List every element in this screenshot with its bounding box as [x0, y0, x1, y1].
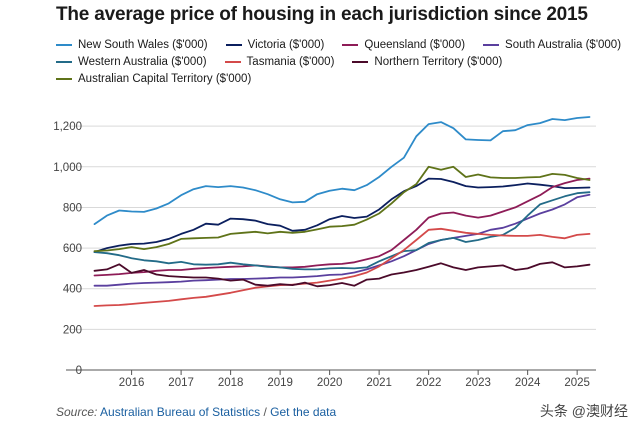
- chart-title: The average price of housing in each jur…: [56, 4, 588, 25]
- legend-item-vic: Victoria ($'000): [225, 38, 325, 51]
- legend-item-nt: Northern Territory ($'000): [352, 56, 502, 68]
- legend-label-vic: Victoria ($'000): [247, 38, 325, 51]
- legend-label-tas: Tasmania ($'000): [246, 55, 335, 68]
- legend-swatch-act: [56, 77, 72, 80]
- legend-item-sa: South Australia ($'000): [483, 39, 621, 51]
- source-label: Source:: [56, 405, 98, 419]
- legend-label-sa: South Australia ($'000): [505, 38, 622, 51]
- x-tick-label: 2025: [564, 377, 590, 389]
- legend: New South Wales ($'000) Victoria ($'000)…: [56, 36, 626, 87]
- get-the-data-link[interactable]: Get the data: [270, 405, 337, 419]
- x-tick-label: 2016: [119, 377, 145, 389]
- legend-label-act: Australian Capital Territory ($'000): [78, 72, 252, 85]
- legend-swatch-nt: [352, 60, 369, 63]
- legend-swatch-tas: [224, 60, 241, 63]
- x-tick-label: 2019: [267, 377, 293, 389]
- x-tick-label: 2018: [218, 377, 244, 389]
- legend-swatch-qld: [342, 43, 359, 46]
- legend-item-tas: Tasmania ($'000): [224, 55, 335, 68]
- series-line-4: [93, 191, 591, 271]
- series-line-0: [93, 116, 591, 226]
- legend-item-nsw: New South Wales ($'000): [56, 39, 208, 51]
- legend-label-nsw: New South Wales ($'000): [78, 38, 208, 51]
- source-separator: /: [263, 405, 267, 419]
- x-tick-label: 2022: [416, 377, 442, 389]
- legend-item-act: Australian Capital Territory ($'000): [56, 73, 251, 85]
- watermark: 头条 @澳财经: [539, 403, 628, 419]
- legend-row-3: Australian Capital Territory ($'000): [56, 70, 626, 87]
- legend-swatch-nsw: [56, 43, 72, 46]
- legend-item-qld: Queensland ($'000): [342, 39, 465, 51]
- legend-row-2: Western Australia ($'000) Tasmania ($'00…: [56, 53, 626, 70]
- series-line-6: [93, 261, 591, 288]
- legend-swatch-sa: [483, 43, 500, 46]
- series-line-2: [93, 177, 591, 277]
- legend-label-nt: Northern Territory ($'000): [374, 55, 503, 68]
- legend-label-qld: Queensland ($'000): [364, 38, 466, 51]
- y-tick-label: 1,000: [53, 162, 82, 174]
- source-note: Source: Australian Bureau of Statistics …: [56, 405, 336, 419]
- y-tick-label: 1,200: [53, 121, 82, 133]
- legend-swatch-vic: [225, 43, 242, 46]
- series-line-3: [93, 193, 591, 287]
- source-org-link[interactable]: Australian Bureau of Statistics: [100, 405, 261, 419]
- legend-item-wa: Western Australia ($'000): [56, 56, 207, 68]
- series-line-1: [93, 177, 591, 254]
- series-line-7: [93, 165, 591, 253]
- x-tick-label: 2020: [317, 377, 343, 389]
- y-tick-label: 400: [63, 284, 82, 296]
- legend-label-wa: Western Australia ($'000): [78, 55, 207, 68]
- x-tick-label: 2017: [168, 377, 194, 389]
- legend-row-1: New South Wales ($'000) Victoria ($'000)…: [56, 36, 626, 53]
- series-line-5: [93, 227, 591, 307]
- y-tick-label: 200: [63, 324, 82, 336]
- line-chart: 0 200 400 600 800 1,000 1,200 2016 2017 2018 2019 2…: [53, 116, 596, 389]
- x-tick-label: 2023: [465, 377, 491, 389]
- y-tick-label: 0: [76, 365, 82, 377]
- x-tick-label: 2024: [515, 377, 541, 389]
- x-tick-label: 2021: [366, 377, 392, 389]
- legend-swatch-wa: [56, 60, 72, 63]
- y-tick-label: 600: [63, 243, 82, 255]
- y-tick-label: 800: [63, 202, 82, 214]
